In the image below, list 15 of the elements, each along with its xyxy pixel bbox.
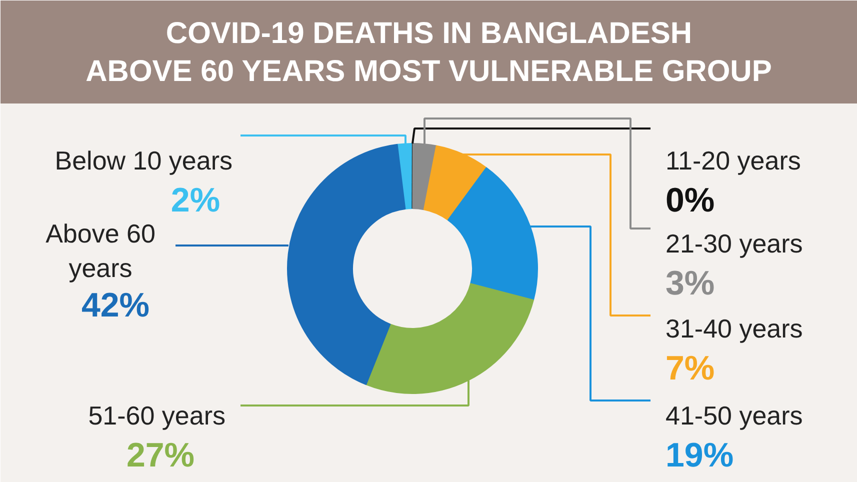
data-label: 7% — [666, 350, 715, 388]
slice-label: 31-40 years — [666, 314, 803, 344]
data-label: 3% — [666, 264, 715, 302]
chart-title: COVID-19 DEATHS IN BANGLADESH ABOVE 60 YEARS MOST VULNERABLE GROUP — [86, 17, 772, 88]
slice-label: 21-30 years — [666, 228, 803, 258]
slice-label: 41-50 years — [666, 400, 803, 430]
data-label: 19% — [666, 436, 734, 474]
data-label: 42% — [81, 286, 150, 324]
data-label: 27% — [126, 436, 195, 474]
data-label: 2% — [170, 182, 220, 220]
text: 0% — [666, 182, 715, 220]
slice-label: Above 60 years — [46, 218, 156, 283]
slice-label: 51-60 years — [88, 400, 226, 430]
slice-label: Below 10 years — [54, 146, 233, 176]
category-label: 11-20 years — [666, 146, 801, 176]
